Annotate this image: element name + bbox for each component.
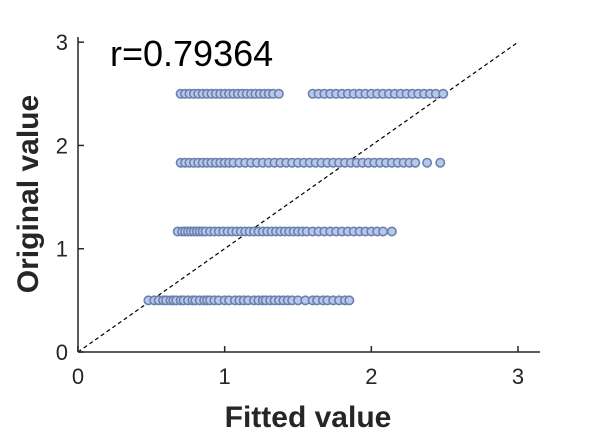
points-group	[143, 88, 449, 306]
data-point	[386, 226, 397, 237]
data-point	[422, 157, 433, 168]
y-tick-label: 0	[56, 340, 68, 365]
data-point	[435, 157, 446, 168]
data-point	[344, 295, 355, 306]
x-tick-label: 1	[219, 364, 231, 389]
y-tick-label: 1	[56, 237, 68, 262]
identity-reference-line	[77, 41, 519, 353]
axes	[77, 37, 540, 353]
data-point	[438, 88, 449, 99]
data-point	[273, 88, 284, 99]
x-tick-label: 2	[365, 364, 377, 389]
x-axis-title: Fitted value	[225, 401, 392, 434]
data-point	[410, 157, 421, 168]
x-tick-label: 0	[72, 364, 84, 389]
y-axis-title: Original value	[12, 95, 45, 293]
data-point	[378, 226, 389, 237]
x-tick-label: 3	[512, 364, 524, 389]
y-tick-label: 3	[56, 30, 68, 55]
y-tick-label: 2	[56, 133, 68, 158]
ticks-group: 0 1 2 3 0 1 2 3	[56, 30, 524, 389]
correlation-annotation: r=0.79364	[110, 33, 273, 74]
reference-line-group	[77, 41, 519, 353]
